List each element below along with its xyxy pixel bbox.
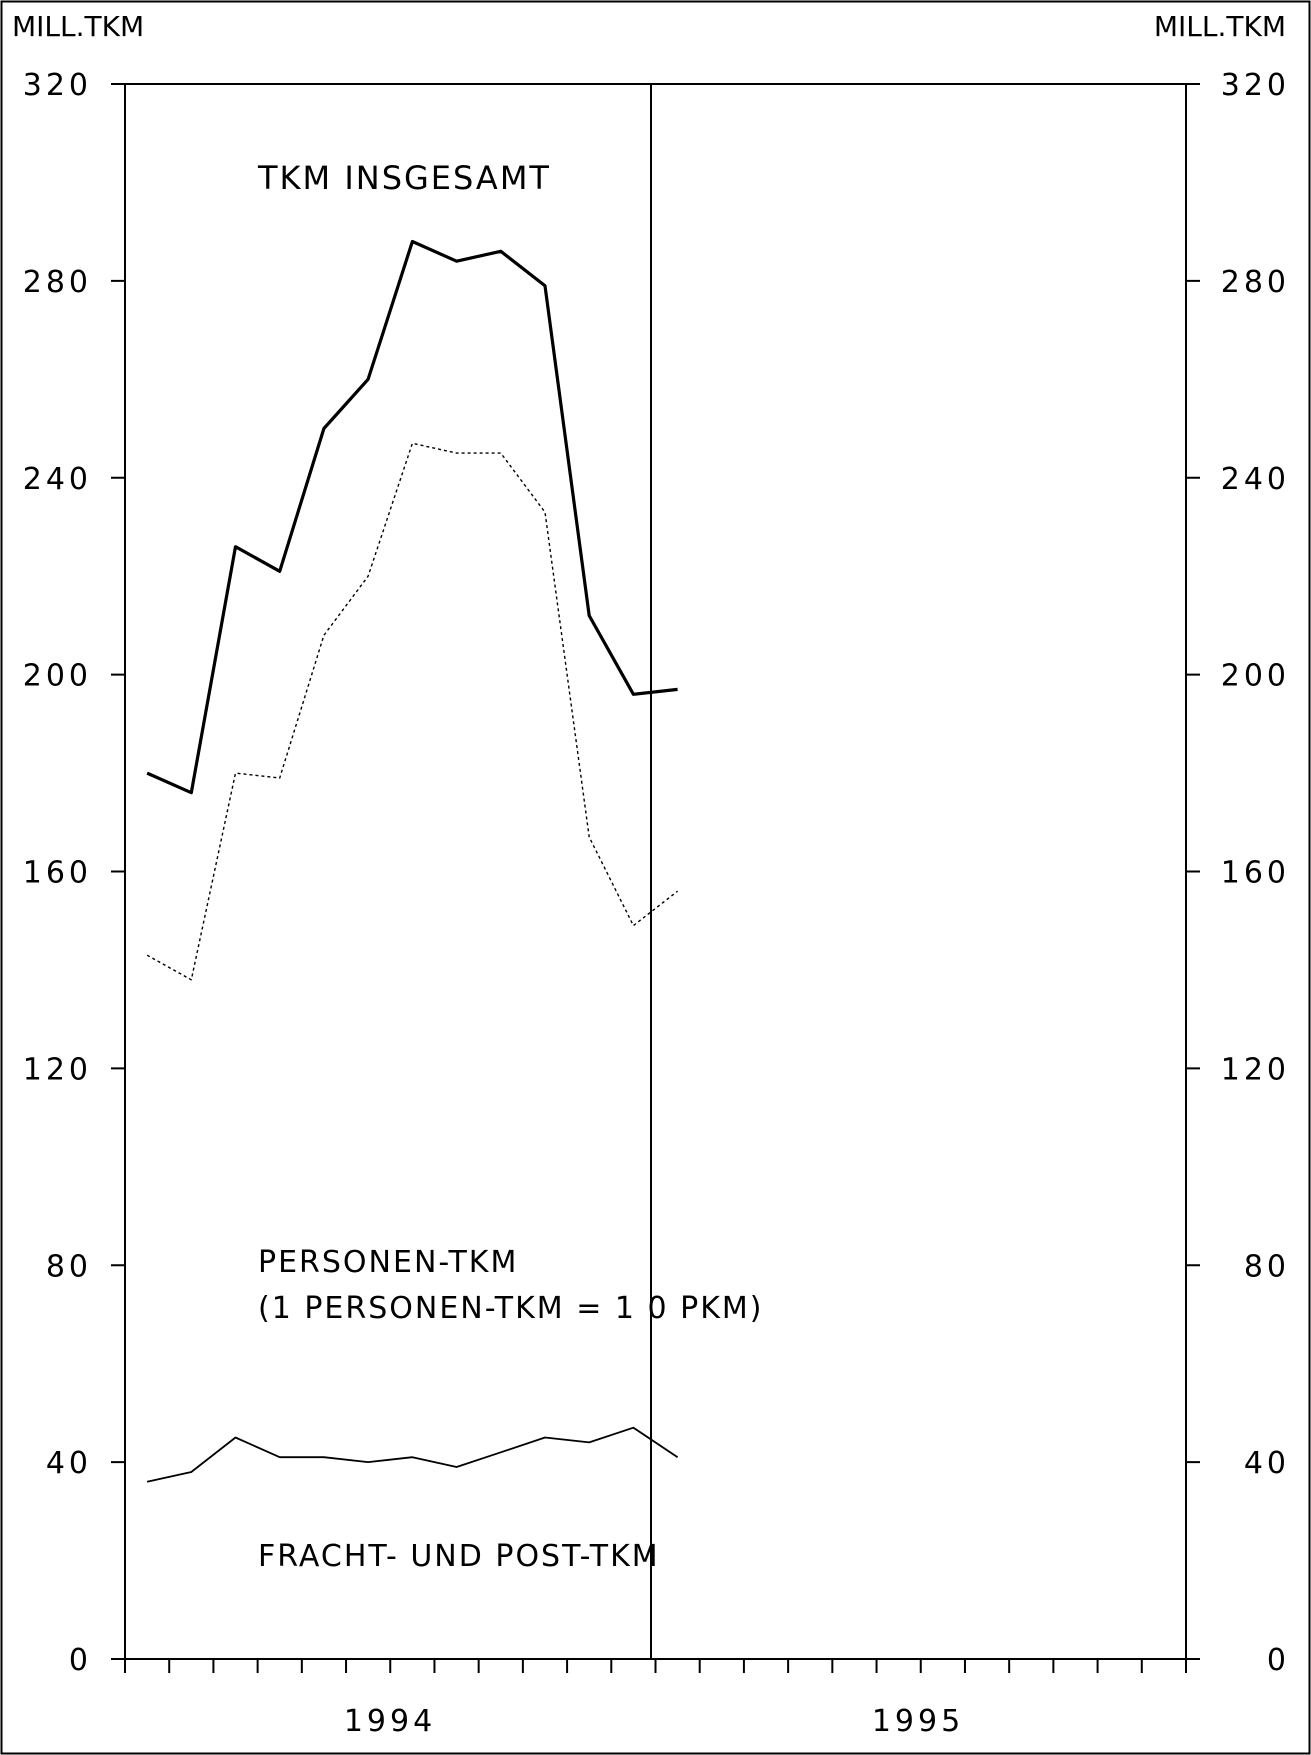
annotation-total: TKM INSGESAMT — [257, 159, 551, 197]
y-tick-label-left: 0 — [69, 1643, 92, 1678]
y-tick-label-right: 280 — [1221, 265, 1290, 300]
year-label-1994: 1994 — [344, 1704, 436, 1739]
y-tick-label-right: 120 — [1221, 1052, 1290, 1087]
x-axis-ticks — [124, 1659, 1187, 1673]
y-unit-left: MILL.TKM — [12, 10, 144, 43]
y-tick-label-right: 40 — [1244, 1446, 1290, 1481]
y-tick-label-right: 80 — [1244, 1249, 1290, 1284]
y-tick-label-right: 240 — [1221, 462, 1290, 497]
y-tick-label-right: 200 — [1221, 659, 1290, 694]
y-unit-right: MILL.TKM — [1154, 10, 1286, 43]
y-tick-label-left: 320 — [23, 68, 92, 103]
series-line-0 — [146, 239, 678, 795]
y-tick-label-right: 160 — [1221, 856, 1290, 891]
y-tick-label-left: 120 — [23, 1052, 92, 1087]
y-tick-label-left: 200 — [23, 659, 92, 694]
y-tick-label-left: 80 — [46, 1249, 92, 1284]
y-tick-label-right: 0 — [1267, 1643, 1290, 1678]
y-tick-label-left: 40 — [46, 1446, 92, 1481]
annotation-freight: FRACHT- UND POST-TKM — [258, 1539, 660, 1574]
y-tick-label-left: 240 — [23, 462, 92, 497]
series-line-2 — [146, 1426, 679, 1483]
y-tick-label-left: 280 — [23, 265, 92, 300]
y-tick-label-left: 160 — [23, 856, 92, 891]
plot-area — [124, 83, 1187, 1660]
y-tick-label-right: 320 — [1221, 68, 1290, 103]
annotation-passenger-line1: PERSONEN-TKM — [258, 1245, 518, 1280]
annotation-passenger-line2: (1 PERSONEN-TKM = 1 0 PKM) — [258, 1291, 763, 1326]
series-lines — [146, 239, 679, 1483]
y-axis-ticks: 0 0 40 40 80 80 120 120 160 160 200 200 240 240 280 280… — [23, 68, 1290, 1678]
series-line-1 — [146, 442, 679, 981]
year-label-1995: 1995 — [872, 1704, 964, 1739]
